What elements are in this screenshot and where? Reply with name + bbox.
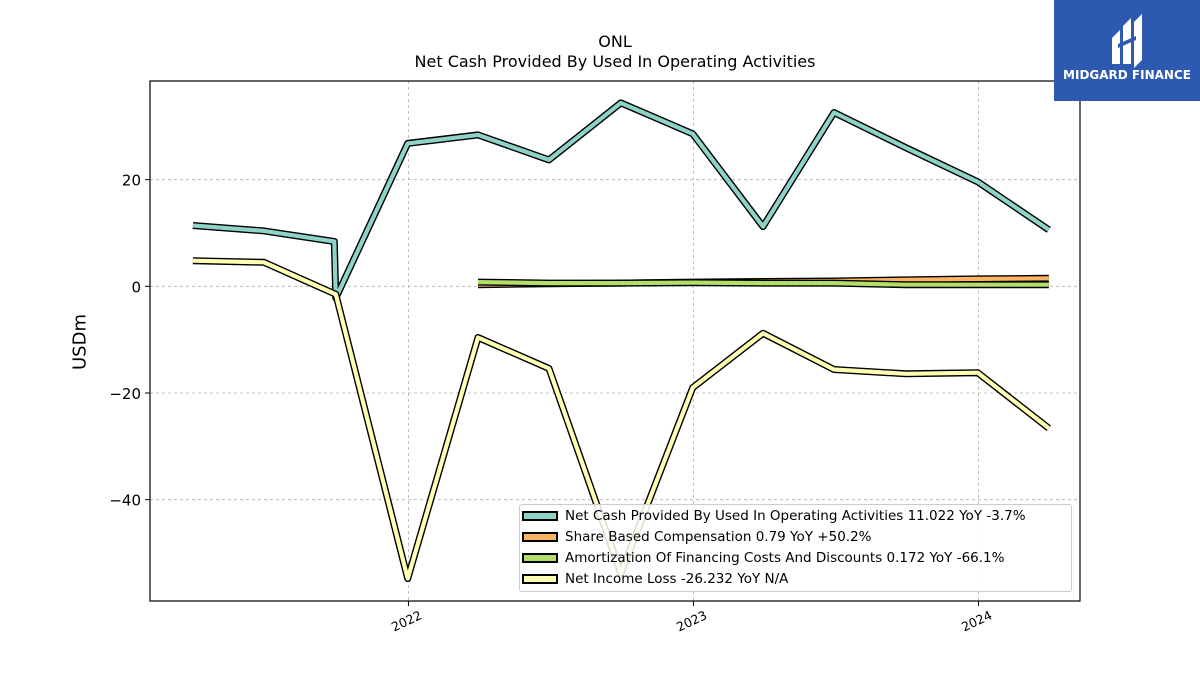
chart-title: ONL (598, 32, 632, 51)
legend-label-net-cash: Net Cash Provided By Used In Operating A… (565, 508, 1026, 524)
legend-swatch-amortization (522, 553, 558, 563)
legend-label-net-income-loss: Net Income Loss -26.232 YoY N/A (565, 571, 789, 587)
legend-swatch-net-cash (522, 511, 558, 521)
series-outline (192, 99, 1051, 302)
legend-label-share-based-compensation: Share Based Compensation 0.79 YoY +50.2% (565, 529, 872, 545)
legend-label-amortization: Amortization Of Financing Costs And Disc… (565, 550, 1005, 566)
brand-logo-text: MIDGARD FINANCE (1063, 68, 1191, 82)
legend-swatch-share-based-compensation (522, 532, 558, 542)
brand-logo: MIDGARD FINANCE (1054, 0, 1200, 101)
legend-swatch-net-income-loss (522, 574, 558, 584)
legend-item-share-based-compensation: Share Based Compensation 0.79 YoY +50.2% (520, 527, 1073, 547)
series-amortization-of-financing-costs-and-discounts (477, 278, 1049, 289)
x-tick-label: 2022 (389, 607, 424, 634)
y-axis-label: USDm (69, 314, 91, 370)
series-line (192, 100, 1050, 301)
chart-legend: Net Cash Provided By Used In Operating A… (519, 504, 1072, 592)
midgard-logo-mark-icon (1112, 14, 1142, 68)
legend-item-net-income-loss: Net Income Loss -26.232 YoY N/A (520, 569, 1073, 589)
x-tick-label: 2023 (674, 607, 709, 634)
legend-item-amortization: Amortization Of Financing Costs And Disc… (520, 548, 1073, 568)
y-tick-label: 0 (131, 278, 141, 296)
y-tick-label: 20 (122, 172, 141, 190)
legend-item-net-cash: Net Cash Provided By Used In Operating A… (520, 506, 1073, 526)
series-line (477, 280, 1049, 287)
series-net-cash-provided-by-used-in-operating-activities (192, 99, 1051, 302)
y-tick-label: −20 (109, 385, 141, 403)
chart-subtitle: Net Cash Provided By Used In Operating A… (414, 52, 816, 71)
y-tick-label: −40 (109, 492, 141, 510)
plot-frame (149, 80, 1081, 602)
x-tick-label: 2024 (959, 607, 994, 634)
